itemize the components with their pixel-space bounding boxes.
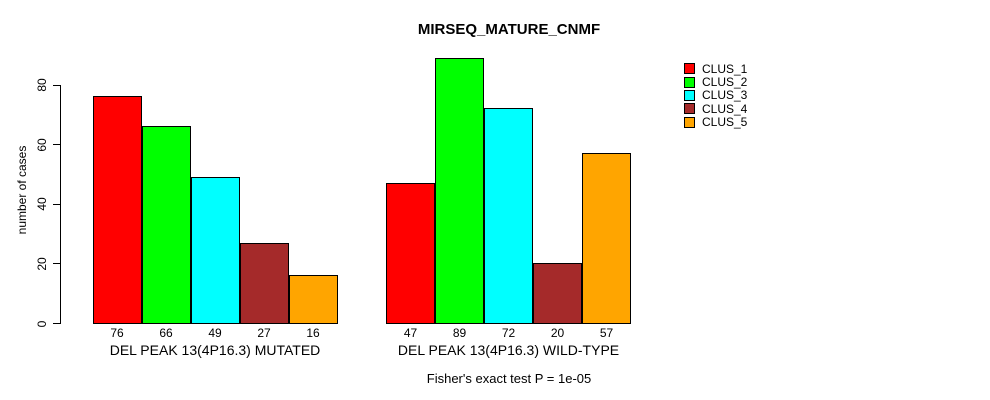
bar-clus_2-group1 — [141, 126, 191, 324]
y-axis-tick — [52, 263, 60, 265]
bar-value-label: 89 — [452, 326, 467, 340]
y-axis-line — [59, 84, 61, 324]
y-axis-tick — [52, 203, 60, 205]
legend-item-clus_1: CLUS_1 — [684, 62, 747, 75]
group-label-2: DEL PEAK 13(4P16.3) WILD-TYPE — [397, 342, 620, 358]
bar-clus_4-group2 — [533, 263, 582, 324]
legend-swatch-icon — [684, 103, 695, 115]
bar-clus_5-group1 — [288, 275, 338, 324]
y-axis-tick — [52, 84, 60, 86]
y-axis-tick — [52, 144, 60, 146]
y-axis-tick-label: 40 — [35, 197, 49, 211]
bar-value-label: 20 — [550, 326, 565, 340]
legend-swatch-icon — [684, 116, 695, 128]
legend-label: CLUS_5 — [702, 115, 748, 130]
legend-label: CLUS_1 — [702, 61, 748, 76]
legend-swatch-icon — [684, 63, 695, 75]
bar-value-label: 57 — [599, 326, 614, 340]
legend-swatch-icon — [684, 89, 695, 101]
bar-value-label: 76 — [110, 326, 124, 340]
bar-value-label: 72 — [501, 326, 516, 340]
bar-value-label: 66 — [159, 326, 173, 340]
bar-clus_1-group1 — [92, 96, 142, 324]
bar-value-label: 47 — [403, 326, 418, 340]
chart-title: MIRSEQ_MATURE_CNMF — [417, 21, 601, 38]
bar-value-label: 49 — [208, 326, 222, 340]
y-axis-tick-label: 60 — [35, 137, 49, 152]
bar-value-label: 16 — [306, 326, 320, 340]
bar-clus_4-group1 — [239, 242, 289, 324]
bar-clus_1-group2 — [386, 182, 435, 324]
y-axis-tick-label: 0 — [35, 320, 49, 327]
bar-clus_2-group2 — [435, 57, 484, 324]
legend-label: CLUS_3 — [702, 88, 748, 103]
annotation-fisher-test: Fisher's exact test P = 1e-05 — [426, 371, 592, 386]
bar-clus_3-group2 — [484, 108, 533, 324]
bar-clus_5-group2 — [582, 153, 631, 324]
y-axis-tick-label: 20 — [35, 257, 49, 271]
group-label-1: DEL PEAK 13(4P16.3) MUTATED — [109, 342, 321, 358]
y-axis-tick — [52, 323, 60, 324]
legend-label: CLUS_4 — [702, 101, 748, 116]
legend-swatch-icon — [684, 76, 695, 88]
legend-item-clus_5: CLUS_5 — [684, 116, 747, 129]
legend: CLUS_1 CLUS_2 CLUS_3 CLUS_4 CLUS_5 — [684, 62, 747, 129]
y-axis-label: number of cases — [15, 145, 29, 235]
legend-label: CLUS_2 — [702, 75, 748, 90]
bar-clus_3-group1 — [190, 176, 240, 324]
legend-item-clus_4: CLUS_4 — [684, 102, 747, 115]
y-axis-tick-label: 80 — [35, 78, 49, 92]
legend-item-clus_3: CLUS_3 — [684, 89, 747, 102]
legend-item-clus_2: CLUS_2 — [684, 75, 747, 88]
bar-value-label: 27 — [257, 326, 271, 340]
